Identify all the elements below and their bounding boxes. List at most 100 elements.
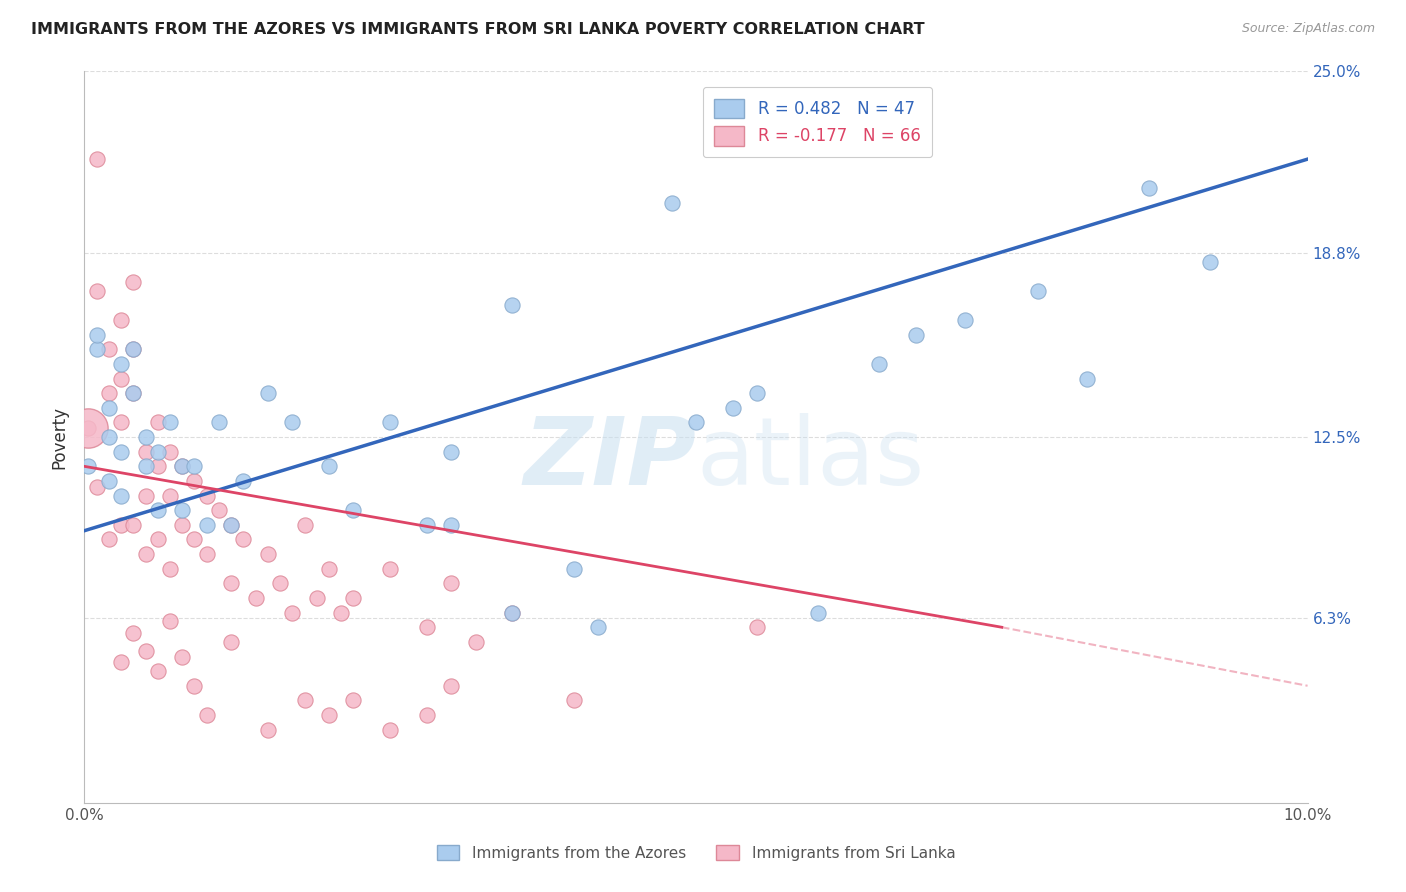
Point	[380, 562, 402, 576]
Point	[159, 615, 181, 629]
Point	[172, 517, 194, 532]
Point	[269, 576, 291, 591]
Point	[219, 576, 242, 591]
Point	[416, 708, 439, 723]
Point	[380, 416, 402, 430]
Text: atlas: atlas	[696, 413, 924, 505]
Point	[135, 459, 157, 474]
Point	[97, 401, 120, 415]
Point	[1137, 181, 1160, 195]
Point	[86, 284, 108, 298]
Text: Source: ZipAtlas.com: Source: ZipAtlas.com	[1241, 22, 1375, 36]
Point	[747, 620, 769, 634]
Point	[1028, 284, 1050, 298]
Point	[159, 489, 181, 503]
Point	[97, 533, 120, 547]
Point	[905, 327, 928, 342]
Point	[685, 416, 707, 430]
Point	[1076, 371, 1098, 385]
Point	[208, 416, 231, 430]
Point	[146, 503, 169, 517]
Point	[440, 517, 463, 532]
Point	[172, 459, 194, 474]
Point	[661, 196, 683, 211]
Point	[97, 474, 120, 488]
Point	[77, 421, 100, 435]
Point	[110, 313, 132, 327]
Point	[464, 635, 486, 649]
Point	[257, 386, 280, 401]
Point	[318, 708, 340, 723]
Point	[146, 444, 169, 458]
Point	[747, 386, 769, 401]
Point	[416, 620, 439, 634]
Point	[97, 430, 120, 444]
Point	[122, 275, 145, 289]
Point	[440, 444, 463, 458]
Point	[159, 444, 181, 458]
Point	[721, 401, 744, 415]
Point	[195, 708, 218, 723]
Point	[330, 606, 353, 620]
Point	[97, 386, 120, 401]
Point	[86, 480, 108, 494]
Point	[135, 444, 157, 458]
Point	[159, 416, 181, 430]
Point	[562, 562, 585, 576]
Point	[342, 693, 364, 707]
Point	[110, 444, 132, 458]
Point	[305, 591, 328, 605]
Point	[110, 517, 132, 532]
Point	[122, 386, 145, 401]
Point	[146, 459, 169, 474]
Point	[502, 298, 524, 312]
Legend: Immigrants from the Azores, Immigrants from Sri Lanka: Immigrants from the Azores, Immigrants f…	[429, 837, 963, 868]
Text: IMMIGRANTS FROM THE AZORES VS IMMIGRANTS FROM SRI LANKA POVERTY CORRELATION CHAR: IMMIGRANTS FROM THE AZORES VS IMMIGRANTS…	[31, 22, 925, 37]
Point	[953, 313, 976, 327]
Point	[122, 386, 145, 401]
Point	[110, 656, 132, 670]
Point	[135, 430, 157, 444]
Point	[122, 343, 145, 357]
Point	[159, 562, 181, 576]
Point	[146, 416, 169, 430]
Point	[562, 693, 585, 707]
Point	[122, 626, 145, 640]
Point	[281, 416, 304, 430]
Point	[219, 517, 242, 532]
Point	[294, 517, 316, 532]
Point	[869, 357, 891, 371]
Point	[77, 459, 100, 474]
Point	[86, 152, 108, 166]
Point	[195, 489, 218, 503]
Point	[172, 649, 194, 664]
Point	[232, 533, 254, 547]
Point	[208, 503, 231, 517]
Point	[110, 416, 132, 430]
Point	[219, 517, 242, 532]
Point	[183, 533, 205, 547]
Point	[135, 643, 157, 657]
Point	[86, 343, 108, 357]
Point	[342, 503, 364, 517]
Point	[380, 723, 402, 737]
Point	[807, 606, 830, 620]
Y-axis label: Poverty: Poverty	[51, 406, 69, 468]
Point	[232, 474, 254, 488]
Point	[135, 547, 157, 561]
Point	[172, 503, 194, 517]
Point	[416, 517, 439, 532]
Point	[257, 723, 280, 737]
Point	[342, 591, 364, 605]
Point	[281, 606, 304, 620]
Point	[318, 459, 340, 474]
Point	[257, 547, 280, 561]
Point	[195, 547, 218, 561]
Point	[440, 576, 463, 591]
Point	[77, 421, 100, 435]
Point	[110, 371, 132, 385]
Point	[195, 517, 218, 532]
Point	[122, 517, 145, 532]
Point	[122, 343, 145, 357]
Point	[1198, 254, 1220, 268]
